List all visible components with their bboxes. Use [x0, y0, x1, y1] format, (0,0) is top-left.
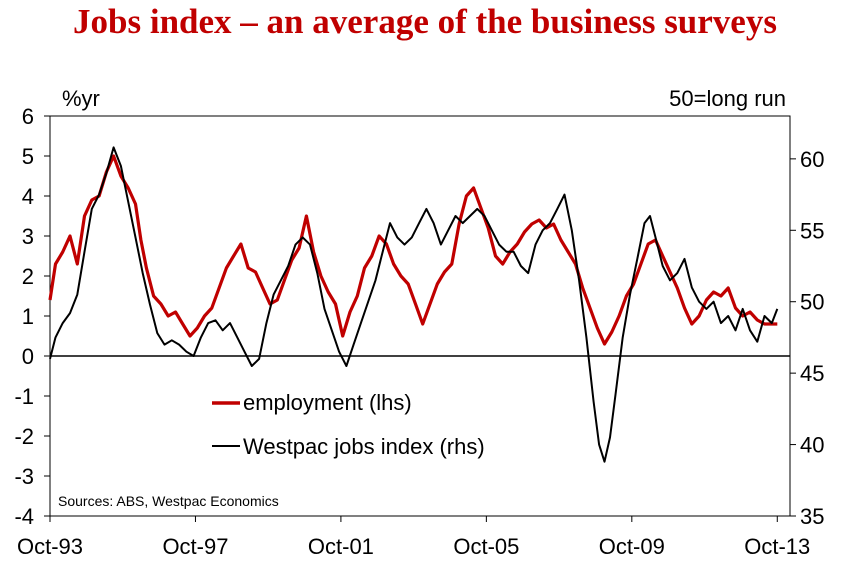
- x-tick-label: Oct-05: [453, 534, 519, 559]
- left-tick-label: -1: [14, 384, 34, 409]
- x-tick-label: Oct-09: [599, 534, 665, 559]
- right-tick-label: 60: [800, 147, 824, 172]
- right-tick-label: 35: [800, 504, 824, 529]
- series-employment-line: [48, 154, 778, 346]
- right-axis: 35 40 45 50 55 60: [790, 147, 824, 529]
- left-tick-label: 1: [22, 304, 34, 329]
- left-tick-label: 4: [22, 184, 34, 209]
- right-tick-label: 55: [800, 218, 824, 243]
- left-tick-label: -2: [14, 424, 34, 449]
- series-layer: [48, 146, 779, 463]
- left-tick-label: 2: [22, 264, 34, 289]
- x-tick-label: Oct-97: [162, 534, 228, 559]
- left-tick-label: 3: [22, 224, 34, 249]
- legend: employment (lhs) Westpac jobs index (rhs…: [212, 390, 485, 459]
- x-axis: Oct-93 Oct-97 Oct-01 Oct-05 Oct-09 Oct-13: [17, 516, 810, 559]
- x-tick-label: Oct-01: [308, 534, 374, 559]
- right-axis-unit: 50=long run: [669, 86, 786, 111]
- legend-label-employment: employment (lhs): [243, 390, 412, 415]
- right-tick-label: 50: [800, 290, 824, 315]
- left-axis: -4 -3 -2 -1 0 1 2 3 4 5 6: [14, 104, 50, 529]
- left-tick-label: -4: [14, 504, 34, 529]
- right-tick-label: 40: [800, 433, 824, 458]
- left-tick-label: 6: [22, 104, 34, 129]
- left-tick-label: 5: [22, 144, 34, 169]
- legend-label-jobs-index: Westpac jobs index (rhs): [243, 434, 485, 459]
- x-tick-label: Oct-13: [744, 534, 810, 559]
- left-tick-label: -3: [14, 464, 34, 489]
- series-jobs-index-line: [49, 146, 779, 463]
- chart-title: Jobs index – an average of the business …: [73, 2, 777, 41]
- right-tick-label: 45: [800, 361, 824, 386]
- x-tick-label: Oct-93: [17, 534, 83, 559]
- left-tick-label: 0: [22, 344, 34, 369]
- source-note: Sources: ABS, Westpac Economics: [58, 493, 279, 509]
- left-axis-unit: %yr: [62, 86, 100, 111]
